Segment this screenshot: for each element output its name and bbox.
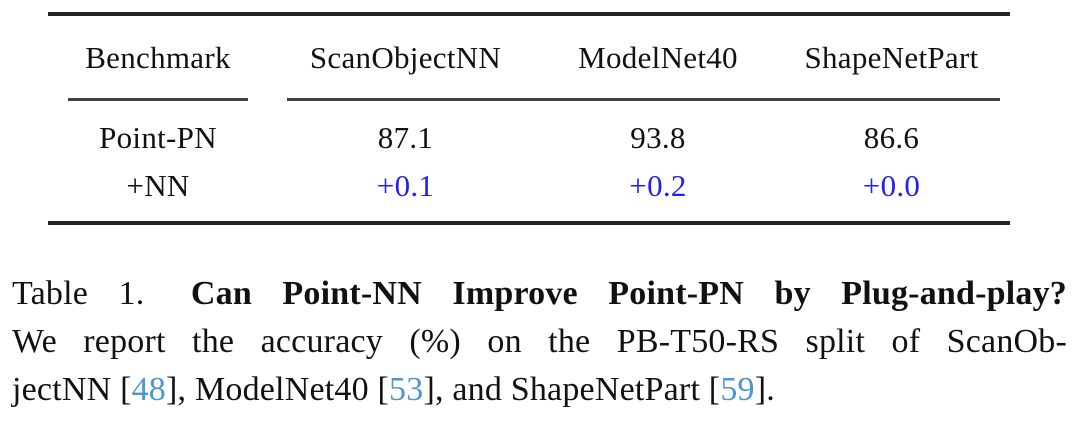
cell-value: 93.8: [630, 120, 686, 155]
table-row-plus-nn: +NN +0.1 +0.2 +0.0: [48, 168, 1010, 204]
header-midrule-datasets: [287, 98, 1000, 101]
caption-text: ].: [754, 371, 775, 408]
table-row-point-pn: Point-PN 87.1 93.8 86.6: [48, 120, 1010, 156]
citation-link-48[interactable]: 48: [131, 371, 167, 408]
table-header-row: Benchmark ScanObjectNN ModelNet40 ShapeN…: [48, 40, 1010, 76]
results-table: Benchmark ScanObjectNN ModelNet40 ShapeN…: [48, 0, 1010, 230]
caption-line-3: jectNN [48], ModelNet40 [53], and ShapeN…: [12, 366, 1067, 414]
table-bottom-rule: [48, 221, 1010, 225]
citation-link-59[interactable]: 59: [720, 371, 755, 408]
row-label: Point-PN: [99, 120, 217, 155]
table-top-rule: [48, 12, 1010, 16]
cell-value: 86.6: [863, 120, 920, 155]
column-header-scanobjectnn: ScanObjectNN: [309, 40, 502, 75]
header-midrule-benchmark: [68, 98, 248, 101]
column-header-modelnet40: ModelNet40: [578, 40, 738, 75]
cell-delta-value: +0.0: [862, 168, 921, 203]
column-header-benchmark: Benchmark: [85, 40, 231, 75]
cell-delta-value: +0.2: [629, 168, 687, 203]
cell-value: 87.1: [377, 120, 434, 155]
cell-delta-value: +0.1: [376, 168, 435, 203]
table-caption: Table 1. Can Point-NN Improve Point-PN b…: [12, 270, 1067, 414]
row-label: +NN: [126, 168, 190, 203]
caption-title: Can Point-NN Improve Point-PN by Plug-an…: [190, 275, 1067, 312]
citation-link-53[interactable]: 53: [389, 371, 424, 408]
column-header-shapenetpart: ShapeNetPart: [804, 40, 979, 75]
caption-text: jectNN [: [12, 371, 132, 408]
caption-text: ], ModelNet40 [: [166, 371, 390, 408]
caption-line-1: Table 1. Can Point-NN Improve Point-PN b…: [12, 270, 1067, 318]
caption-text: ], and ShapeNetPart [: [423, 371, 721, 408]
caption-line-2: We report the accuracy (%) on the PB-T50…: [12, 323, 1067, 360]
caption-number: Table 1.: [12, 275, 145, 312]
